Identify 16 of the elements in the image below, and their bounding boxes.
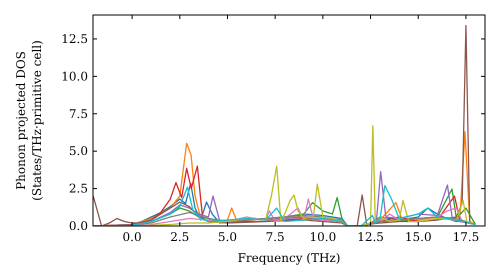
x-tick-label: 17.5 bbox=[452, 230, 480, 244]
y-tick-label: 2.5 bbox=[68, 182, 88, 196]
y-tick-label: 7.5 bbox=[68, 106, 88, 121]
y-tick-label: 12.5 bbox=[61, 32, 88, 46]
y-axis-title: Phonon projected DOS (States/THz·primitive cell) bbox=[14, 40, 44, 201]
x-tick-label: 15.0 bbox=[404, 230, 432, 244]
y-tick-label: 0.0 bbox=[68, 219, 88, 233]
x-tick-label: 2.5 bbox=[170, 230, 190, 244]
x-tick-label: 7.5 bbox=[266, 230, 285, 244]
y-tick-label: 5.0 bbox=[68, 144, 88, 158]
x-tick-label: 5.0 bbox=[218, 230, 238, 244]
x-tick-label: 10.0 bbox=[310, 230, 336, 244]
y-tick-label: 10.0 bbox=[61, 69, 88, 84]
x-tick-label: 0.0 bbox=[122, 230, 142, 244]
x-axis-title: Frequency (THz) bbox=[238, 251, 340, 265]
x-tick-label: 12.5 bbox=[357, 230, 384, 244]
